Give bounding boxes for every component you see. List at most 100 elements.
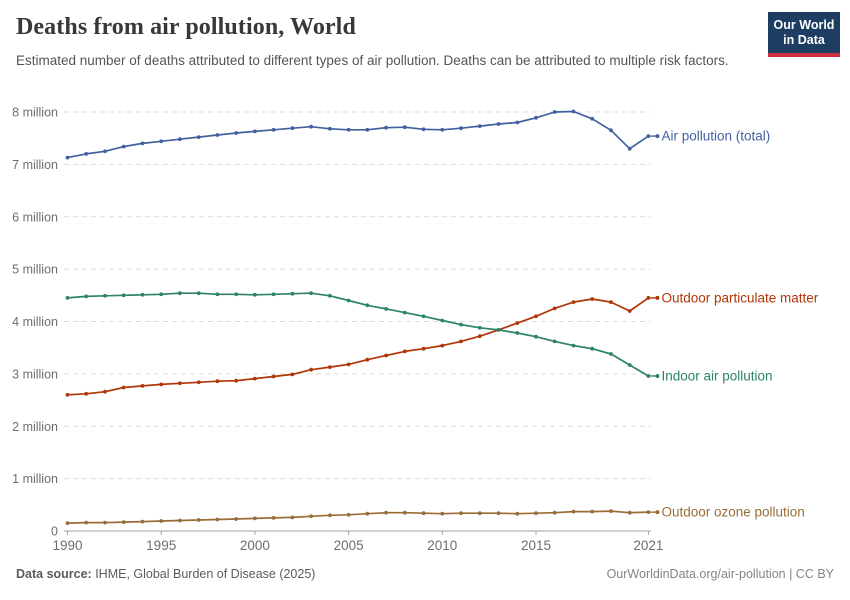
series-point-outdoor-ozone-pollution[interactable]	[421, 511, 426, 516]
series-label-air-pollution-total[interactable]: Air pollution (total)	[661, 129, 770, 144]
series-point-indoor-air-pollution[interactable]	[65, 296, 70, 300]
series-point-air-pollution-total[interactable]	[140, 141, 145, 146]
series-point-air-pollution-total[interactable]	[121, 144, 126, 149]
series-point-outdoor-ozone-pollution[interactable]	[646, 510, 651, 514]
series-point-outdoor-ozone-pollution[interactable]	[159, 519, 164, 523]
series-point-outdoor-ozone-pollution[interactable]	[103, 520, 107, 525]
credit-link[interactable]: OurWorldinData.org/air-pollution | CC BY	[606, 567, 834, 581]
series-point-outdoor-particulate-matter[interactable]	[140, 384, 145, 388]
series-point-outdoor-particulate-matter[interactable]	[290, 372, 295, 377]
series-point-indoor-air-pollution[interactable]	[440, 318, 445, 323]
series-point-indoor-air-pollution[interactable]	[159, 292, 164, 297]
series-point-outdoor-ozone-pollution[interactable]	[365, 511, 370, 516]
series-point-air-pollution-total[interactable]	[253, 129, 257, 134]
series-point-indoor-air-pollution[interactable]	[234, 292, 239, 297]
series-point-outdoor-ozone-pollution[interactable]	[121, 520, 126, 524]
series-point-outdoor-ozone-pollution[interactable]	[215, 517, 220, 522]
series-point-indoor-air-pollution[interactable]	[103, 293, 107, 298]
series-point-outdoor-ozone-pollution[interactable]	[571, 509, 576, 514]
series-point-air-pollution-total[interactable]	[440, 127, 445, 132]
series-point-outdoor-particulate-matter[interactable]	[215, 379, 220, 384]
series-point-indoor-air-pollution[interactable]	[496, 328, 501, 332]
series-point-outdoor-ozone-pollution[interactable]	[271, 516, 276, 520]
series-point-indoor-air-pollution[interactable]	[215, 292, 220, 297]
series-point-air-pollution-total[interactable]	[477, 124, 482, 128]
series-point-indoor-air-pollution[interactable]	[421, 314, 426, 319]
series-point-air-pollution-total[interactable]	[290, 126, 295, 131]
series-point-indoor-air-pollution[interactable]	[571, 343, 576, 348]
series-point-indoor-air-pollution[interactable]	[121, 293, 126, 298]
series-point-outdoor-ozone-pollution[interactable]	[609, 509, 613, 513]
series-point-outdoor-ozone-pollution[interactable]	[515, 511, 520, 516]
series-point-outdoor-particulate-matter[interactable]	[103, 389, 107, 394]
series-point-air-pollution-total[interactable]	[609, 128, 613, 133]
series-point-indoor-air-pollution[interactable]	[384, 307, 388, 311]
series-point-outdoor-particulate-matter[interactable]	[159, 382, 164, 387]
series-point-indoor-air-pollution[interactable]	[477, 325, 482, 330]
series-point-air-pollution-total[interactable]	[346, 127, 351, 132]
series-point-air-pollution-total[interactable]	[215, 133, 220, 137]
series-point-outdoor-particulate-matter[interactable]	[590, 297, 595, 301]
series-label-indoor-air-pollution[interactable]: Indoor air pollution	[661, 368, 772, 383]
series-point-outdoor-ozone-pollution[interactable]	[140, 519, 145, 524]
series-point-air-pollution-total[interactable]	[402, 125, 407, 130]
series-line-outdoor-ozone-pollution[interactable]	[66, 510, 650, 524]
series-point-outdoor-particulate-matter[interactable]	[421, 346, 426, 351]
series-point-outdoor-particulate-matter[interactable]	[309, 367, 313, 372]
series-point-indoor-air-pollution[interactable]	[271, 292, 276, 297]
series-line-indoor-air-pollution[interactable]	[66, 292, 650, 377]
series-point-indoor-air-pollution[interactable]	[178, 291, 182, 296]
series-point-outdoor-ozone-pollution[interactable]	[627, 510, 632, 515]
series-point-air-pollution-total[interactable]	[196, 135, 201, 140]
series-point-air-pollution-total[interactable]	[571, 109, 576, 114]
series-point-outdoor-ozone-pollution[interactable]	[402, 510, 407, 515]
series-point-outdoor-ozone-pollution[interactable]	[459, 511, 463, 516]
series-point-outdoor-particulate-matter[interactable]	[571, 300, 576, 304]
series-point-outdoor-particulate-matter[interactable]	[253, 376, 257, 381]
series-point-outdoor-ozone-pollution[interactable]	[196, 518, 201, 522]
series-point-air-pollution-total[interactable]	[646, 134, 651, 139]
series-point-outdoor-particulate-matter[interactable]	[365, 357, 370, 362]
series-point-outdoor-ozone-pollution[interactable]	[346, 512, 351, 517]
series-point-outdoor-particulate-matter[interactable]	[646, 296, 651, 300]
series-point-indoor-air-pollution[interactable]	[402, 310, 407, 315]
series-point-indoor-air-pollution[interactable]	[290, 291, 295, 296]
series-point-air-pollution-total[interactable]	[590, 116, 595, 121]
series-point-air-pollution-total[interactable]	[178, 137, 182, 142]
series-point-outdoor-particulate-matter[interactable]	[196, 380, 201, 385]
series-point-indoor-air-pollution[interactable]	[627, 363, 632, 367]
series-point-outdoor-particulate-matter[interactable]	[271, 374, 276, 379]
series-point-indoor-air-pollution[interactable]	[140, 292, 145, 297]
series-point-outdoor-particulate-matter[interactable]	[384, 353, 388, 358]
series-point-outdoor-particulate-matter[interactable]	[459, 339, 463, 344]
series-point-outdoor-particulate-matter[interactable]	[328, 365, 332, 369]
series-point-outdoor-ozone-pollution[interactable]	[328, 513, 332, 518]
series-point-outdoor-particulate-matter[interactable]	[440, 343, 445, 348]
series-point-outdoor-ozone-pollution[interactable]	[84, 520, 89, 525]
series-point-indoor-air-pollution[interactable]	[196, 291, 201, 296]
series-point-air-pollution-total[interactable]	[271, 127, 276, 132]
series-point-indoor-air-pollution[interactable]	[590, 346, 595, 351]
series-point-outdoor-particulate-matter[interactable]	[552, 306, 557, 311]
series-label-outdoor-ozone-pollution[interactable]: Outdoor ozone pollution	[661, 505, 804, 520]
series-point-outdoor-ozone-pollution[interactable]	[384, 510, 388, 515]
series-point-air-pollution-total[interactable]	[627, 146, 632, 151]
series-point-air-pollution-total[interactable]	[159, 139, 164, 144]
series-point-outdoor-ozone-pollution[interactable]	[590, 509, 595, 514]
series-point-outdoor-ozone-pollution[interactable]	[65, 521, 70, 525]
series-point-outdoor-particulate-matter[interactable]	[627, 309, 632, 313]
series-point-indoor-air-pollution[interactable]	[346, 298, 351, 303]
series-point-indoor-air-pollution[interactable]	[84, 294, 89, 299]
series-point-indoor-air-pollution[interactable]	[515, 331, 520, 335]
series-point-outdoor-ozone-pollution[interactable]	[234, 517, 239, 521]
series-point-air-pollution-total[interactable]	[534, 115, 538, 120]
series-point-outdoor-ozone-pollution[interactable]	[440, 511, 445, 516]
series-point-outdoor-particulate-matter[interactable]	[609, 300, 613, 304]
series-point-indoor-air-pollution[interactable]	[646, 374, 651, 378]
series-point-outdoor-particulate-matter[interactable]	[121, 385, 126, 390]
series-point-indoor-air-pollution[interactable]	[309, 291, 313, 296]
series-point-air-pollution-total[interactable]	[84, 152, 89, 156]
series-point-outdoor-particulate-matter[interactable]	[84, 391, 89, 396]
series-label-outdoor-particulate-matter[interactable]: Outdoor particulate matter	[661, 290, 818, 305]
